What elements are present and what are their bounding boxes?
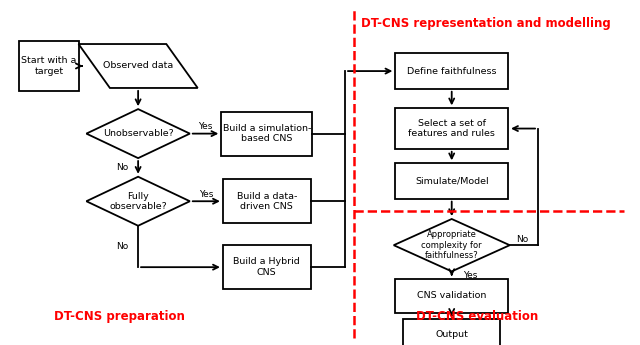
Text: Yes: Yes bbox=[198, 122, 212, 131]
Text: Yes: Yes bbox=[463, 271, 477, 280]
Text: Start with a
target: Start with a target bbox=[21, 56, 77, 76]
Text: No: No bbox=[116, 163, 129, 172]
Polygon shape bbox=[79, 44, 198, 88]
Text: CNS validation: CNS validation bbox=[417, 292, 486, 300]
Text: Output: Output bbox=[435, 330, 468, 339]
Polygon shape bbox=[86, 177, 190, 226]
Text: DT-CNS representation and modelling: DT-CNS representation and modelling bbox=[361, 17, 611, 30]
Text: No: No bbox=[516, 235, 528, 244]
Text: Build a Hybrid
CNS: Build a Hybrid CNS bbox=[234, 257, 300, 277]
Text: DT-CNS evaluation: DT-CNS evaluation bbox=[415, 310, 538, 323]
FancyBboxPatch shape bbox=[396, 279, 508, 313]
Text: Define faithfulness: Define faithfulness bbox=[407, 67, 497, 76]
FancyBboxPatch shape bbox=[223, 179, 310, 223]
Text: Appropriate
complexity for
faithfulness?: Appropriate complexity for faithfulness? bbox=[421, 230, 482, 260]
Text: Yes: Yes bbox=[199, 190, 214, 199]
Text: Simulate/Model: Simulate/Model bbox=[415, 176, 488, 186]
Text: Observed data: Observed data bbox=[103, 61, 173, 70]
FancyBboxPatch shape bbox=[403, 319, 500, 345]
Text: Fully
observable?: Fully observable? bbox=[109, 191, 167, 211]
FancyBboxPatch shape bbox=[223, 245, 310, 289]
FancyBboxPatch shape bbox=[396, 53, 508, 89]
Text: Build a data-
driven CNS: Build a data- driven CNS bbox=[237, 191, 297, 211]
Polygon shape bbox=[394, 219, 509, 272]
Polygon shape bbox=[86, 109, 190, 158]
Text: DT-CNS preparation: DT-CNS preparation bbox=[54, 310, 185, 323]
FancyBboxPatch shape bbox=[396, 108, 508, 149]
FancyBboxPatch shape bbox=[221, 112, 312, 156]
Text: Unobservable?: Unobservable? bbox=[103, 129, 173, 138]
FancyBboxPatch shape bbox=[396, 163, 508, 199]
FancyBboxPatch shape bbox=[19, 41, 79, 90]
Text: Build a simulation-
based CNS: Build a simulation- based CNS bbox=[223, 124, 311, 143]
Text: No: No bbox=[116, 242, 129, 251]
Text: Select a set of
features and rules: Select a set of features and rules bbox=[408, 119, 495, 138]
